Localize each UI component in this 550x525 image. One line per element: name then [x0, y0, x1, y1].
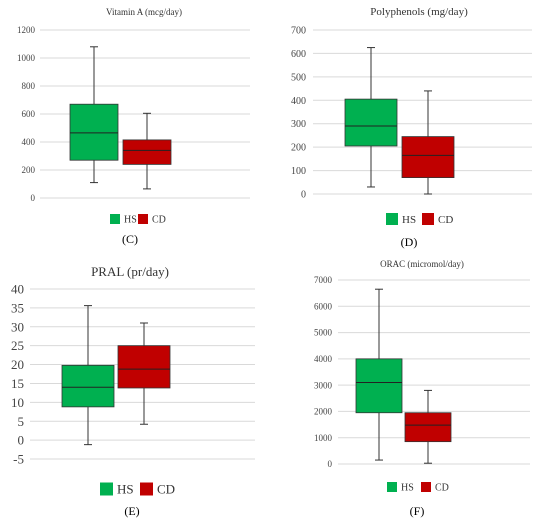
chart-title: PRAL (pr/day) [91, 264, 169, 279]
legend-swatch-cd [421, 482, 431, 492]
box-hs [61, 364, 115, 408]
legend-label-hs: HS [401, 483, 414, 494]
y-tick-label: 1000 [17, 53, 36, 63]
y-tick-label: 20 [11, 357, 24, 372]
y-tick-label: 0 [301, 190, 306, 201]
y-tick-label: 2000 [314, 407, 333, 417]
chart-title: Polyphenols (mg/day) [370, 6, 468, 18]
chart-title: Vitamin A (mcg/day) [106, 7, 182, 17]
y-tick-label: 300 [291, 119, 306, 130]
y-tick-label: 600 [291, 49, 306, 60]
box-cd [404, 412, 452, 443]
y-tick-label: -5 [13, 452, 24, 467]
y-tick-label: 35 [11, 300, 24, 315]
legend-swatch-cd [140, 482, 153, 496]
chart-title: ORAC (micromol/day) [380, 259, 464, 269]
y-tick-label: 400 [22, 137, 36, 147]
legend-label-hs: HS [117, 482, 134, 497]
legend-label-cd: CD [152, 215, 166, 226]
y-tick-label: 4000 [314, 354, 333, 364]
panel-label: (E) [124, 504, 139, 518]
box-cd [117, 345, 171, 389]
panel-label: (D) [401, 235, 418, 249]
y-tick-label: 200 [291, 143, 306, 154]
y-tick-label: 7000 [314, 275, 333, 285]
y-tick-label: 5000 [314, 328, 333, 338]
y-tick-label: 3000 [314, 380, 333, 390]
legend-swatch-cd [422, 213, 434, 225]
y-tick-label: 700 [291, 26, 306, 37]
panel-label: (C) [122, 232, 138, 246]
y-tick-label: 800 [22, 81, 36, 91]
y-tick-label: 1000 [314, 433, 333, 443]
box-cd [122, 139, 172, 165]
y-tick-label: 0 [31, 193, 36, 203]
legend-swatch-hs [386, 213, 398, 225]
legend-label-cd: CD [438, 214, 453, 226]
box-hs [355, 358, 403, 414]
legend-label-cd: CD [157, 482, 175, 497]
box-hs [344, 98, 398, 147]
panel-label: (F) [410, 504, 425, 518]
y-tick-label: 15 [11, 376, 24, 391]
legend-label-hs: HS [124, 215, 137, 226]
box-hs [69, 103, 119, 161]
legend-swatch-hs [110, 214, 120, 224]
y-tick-label: 600 [22, 109, 36, 119]
y-tick-label: 100 [291, 166, 306, 177]
legend-swatch-cd [138, 214, 148, 224]
y-tick-label: 30 [11, 319, 24, 334]
box-cd [401, 136, 455, 179]
y-tick-label: 25 [11, 338, 24, 353]
y-tick-label: 0 [328, 459, 333, 469]
y-tick-label: 40 [11, 282, 24, 297]
y-tick-label: 5 [18, 414, 25, 429]
y-tick-label: 400 [291, 96, 306, 107]
legend-label-hs: HS [402, 214, 416, 226]
legend-swatch-hs [387, 482, 397, 492]
y-tick-label: 500 [291, 72, 306, 83]
y-tick-label: 200 [22, 165, 36, 175]
y-tick-label: 1200 [17, 25, 36, 35]
y-tick-label: 6000 [314, 301, 333, 311]
legend-label-cd: CD [435, 483, 449, 494]
y-tick-label: 0 [18, 433, 25, 448]
legend-swatch-hs [100, 482, 113, 496]
y-tick-label: 10 [11, 395, 24, 410]
